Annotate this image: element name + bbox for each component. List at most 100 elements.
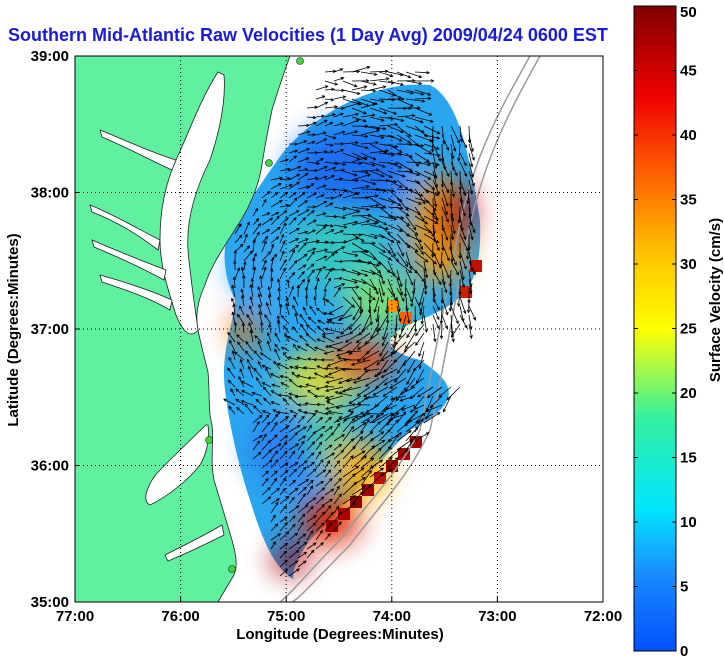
velocity-vector <box>378 287 383 303</box>
velocity-vector-head <box>312 115 317 120</box>
velocity-vector <box>315 166 328 172</box>
velocity-vector <box>458 143 461 162</box>
velocity-vector-head <box>279 200 283 204</box>
velocity-vector <box>254 335 263 343</box>
velocity-vector-head <box>341 130 346 134</box>
velocity-vector-head <box>339 276 343 281</box>
velocity-vector <box>279 488 286 496</box>
velocity-vector-head <box>363 396 368 400</box>
velocity-vector <box>287 279 290 289</box>
velocity-vector-head <box>470 236 474 241</box>
velocity-vector <box>441 314 448 329</box>
velocity-vector <box>396 439 413 451</box>
velocity-vector <box>279 559 288 568</box>
velocity-vector <box>342 192 360 199</box>
velocity-vector-head <box>419 311 423 316</box>
velocity-vector <box>333 131 345 136</box>
velocity-vector <box>326 401 335 406</box>
velocity-vector-head <box>435 192 440 196</box>
velocity-vector-head <box>469 163 474 168</box>
velocity-vector-head <box>290 285 295 290</box>
velocity-vector-head <box>395 397 399 402</box>
velocity-vector <box>423 224 435 237</box>
velocity-vector <box>297 124 310 127</box>
velocity-vector-head <box>368 484 372 488</box>
velocity-vector <box>351 116 367 122</box>
velocity-vector <box>351 86 367 91</box>
velocity-vector-head <box>340 76 345 81</box>
velocity-vector-head <box>347 408 352 412</box>
velocity-vector <box>386 296 389 314</box>
velocity-vector <box>396 188 413 191</box>
velocity-vector <box>376 305 380 322</box>
velocity-vector-head <box>269 373 274 377</box>
velocity-vector <box>303 367 317 370</box>
velocity-vector <box>288 238 299 244</box>
velocity-vector <box>255 399 263 406</box>
velocity-vector-head <box>294 461 299 466</box>
velocity-vector-head <box>280 382 285 386</box>
velocity-vector-head <box>406 233 410 237</box>
velocity-vector-head <box>231 297 235 302</box>
velocity-vector <box>270 533 281 541</box>
velocity-vector <box>288 541 300 550</box>
velocity-vector <box>243 250 253 262</box>
velocity-vector <box>405 206 421 215</box>
velocity-vector-head <box>372 157 377 161</box>
velocity-vector-head <box>296 345 301 349</box>
velocity-vector-head <box>291 249 295 253</box>
velocity-vector-head <box>421 218 425 222</box>
velocity-vector <box>421 305 425 324</box>
velocity-vector <box>446 386 461 400</box>
velocity-vector-head <box>263 240 267 244</box>
velocity-vector <box>266 302 272 316</box>
velocity-vector-head <box>445 311 449 316</box>
velocity-vector-head <box>329 202 334 206</box>
velocity-vector <box>264 314 272 325</box>
velocity-vector-head <box>343 225 348 229</box>
velocity-vector-head <box>299 335 303 339</box>
velocity-vector-head <box>253 252 257 257</box>
velocity-vector-head <box>319 433 324 438</box>
velocity-vector <box>450 305 459 324</box>
velocity-vector-head <box>257 222 262 227</box>
velocity-vector-head <box>227 367 231 372</box>
velocity-vector-head <box>304 286 309 291</box>
velocity-vector-head <box>411 113 416 118</box>
velocity-vector <box>432 143 441 162</box>
velocity-vector-head <box>363 111 367 115</box>
velocity-vector <box>328 368 344 376</box>
velocity-vector <box>315 441 323 451</box>
velocity-vectors <box>223 65 476 577</box>
velocity-vector-head <box>356 91 361 95</box>
velocity-vector-head <box>257 360 261 365</box>
velocity-vector-head <box>327 410 332 414</box>
velocity-vector-head <box>450 236 455 241</box>
velocity-vector-head <box>263 397 267 402</box>
velocity-vector-head <box>244 233 248 238</box>
velocity-vector-head <box>311 461 316 466</box>
velocity-vector <box>270 236 279 244</box>
velocity-vector <box>450 215 455 234</box>
velocity-vector <box>351 174 371 181</box>
velocity-vector <box>261 229 270 235</box>
velocity-vector <box>369 116 385 122</box>
velocity-vector-head <box>240 380 245 384</box>
velocity-vector-head <box>231 284 235 289</box>
velocity-vector-head <box>244 403 248 408</box>
velocity-vector <box>288 487 299 496</box>
velocity-vector <box>324 488 334 496</box>
velocity-vector-head <box>358 161 363 165</box>
velocity-vector <box>450 143 454 159</box>
velocity-vector-head <box>393 297 397 302</box>
velocity-vector <box>374 368 389 377</box>
velocity-vector <box>309 306 317 316</box>
velocity-vector-head <box>313 121 317 125</box>
velocity-vector <box>288 356 299 361</box>
velocity-vector-head <box>307 376 311 380</box>
velocity-vector <box>387 457 399 469</box>
velocity-vector-head <box>294 394 299 399</box>
velocity-vector-head <box>266 212 271 216</box>
velocity-vector-head <box>296 374 300 378</box>
velocity-vector <box>323 312 335 316</box>
